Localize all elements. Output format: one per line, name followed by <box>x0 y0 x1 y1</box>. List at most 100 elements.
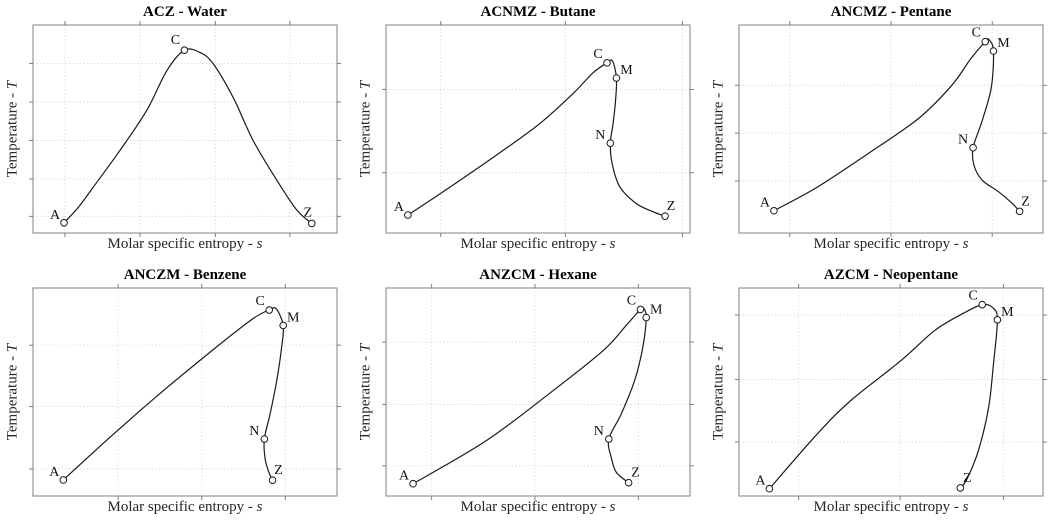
point-label-C: C <box>171 33 180 48</box>
saturation-curve <box>768 303 999 490</box>
point-label-A: A <box>760 196 771 211</box>
point-label-Z: Z <box>963 471 972 486</box>
y-axis-label: Temperature - T <box>5 81 22 177</box>
point-label-M: M <box>650 303 663 318</box>
y-axis-label-text: Temperature - <box>710 89 727 178</box>
y-axis-label-text: Temperature - <box>357 352 374 441</box>
point-marker-A <box>770 206 778 215</box>
y-axis-variable: T <box>4 343 21 353</box>
point-label-C: C <box>972 26 981 41</box>
plot-area-butane: A C M N Z <box>382 21 694 237</box>
x-axis-label: Molar specific entropy - s <box>33 499 337 516</box>
point-marker-M <box>612 74 621 82</box>
point-marker-M <box>993 316 1002 324</box>
y-axis-label-text: Temperature - <box>710 352 727 441</box>
point-label-C: C <box>256 294 265 309</box>
point-label-N: N <box>594 424 604 439</box>
axis-box <box>738 287 1044 497</box>
y-axis-label-text: Temperature - <box>357 89 374 178</box>
point-label-A: A <box>50 208 61 223</box>
point-label-C: C <box>627 293 636 308</box>
point-label-M: M <box>1001 305 1014 320</box>
axis-box <box>32 24 338 234</box>
point-marker-N <box>605 435 613 443</box>
y-axis-label: Temperature - T <box>358 344 375 440</box>
subplot-title: ACNMZ - Butane <box>480 4 596 20</box>
subplot-water: A C Z ACZ - Water Molar specific entropy -… <box>0 0 353 260</box>
x-axis-variable: s <box>962 236 969 252</box>
subplot-butane: A C M N Z ACNMZ - Butane Molar specific entr… <box>353 0 706 260</box>
point-label-N: N <box>958 133 968 148</box>
subplot-title: ANZCM - Hexane <box>479 267 597 283</box>
point-marker-C <box>265 306 274 314</box>
point-label-N: N <box>249 424 259 439</box>
point-marker-M <box>989 47 998 55</box>
point-marker-Z <box>956 484 965 492</box>
x-axis-label: Molar specific entropy - s <box>739 499 1043 516</box>
point-marker-N <box>606 139 615 147</box>
point-marker-A <box>60 219 68 227</box>
point-marker-C <box>603 59 611 67</box>
point-marker-C <box>978 300 987 309</box>
subplot-title: AZCM - Neopentane <box>823 267 959 283</box>
x-axis-label: Molar specific entropy - s <box>386 499 690 516</box>
subplot-pentane: A C M N Z ANCMZ - Pentane Molar specific ent… <box>706 0 1059 260</box>
saturation-curve <box>773 38 1021 212</box>
x-axis-label-text: Molar specific entropy - <box>460 499 610 515</box>
point-label-A: A <box>394 200 405 215</box>
point-marker-N <box>969 143 977 152</box>
axis-box <box>385 287 691 497</box>
y-axis-label: Temperature - T <box>358 81 375 177</box>
point-marker-M <box>642 313 651 322</box>
plot-area-pentane: A C M N Z <box>735 21 1047 237</box>
x-axis-label-text: Molar specific entropy - <box>813 499 963 515</box>
point-marker-N <box>260 435 269 443</box>
point-label-Z: Z <box>667 199 676 214</box>
point-label-A: A <box>755 474 766 489</box>
subplot-title: ANCZM - Benzene <box>123 267 247 283</box>
y-axis-label: Temperature - T <box>711 344 728 440</box>
x-axis-label-text: Molar specific entropy - <box>813 236 963 252</box>
y-axis-label: Temperature - T <box>5 344 22 440</box>
plot-area-hexane: A CM N Z <box>382 284 694 500</box>
saturation-curve <box>63 48 313 225</box>
x-axis-variable: s <box>962 499 969 515</box>
axis-box <box>738 24 1044 234</box>
axis-box <box>32 287 338 497</box>
point-marker-C <box>636 305 645 314</box>
saturation-curve <box>407 59 666 217</box>
point-marker-C <box>981 37 990 46</box>
plot-area-benzene: A C M N Z <box>29 284 341 500</box>
x-axis-label-text: Molar specific entropy - <box>107 236 257 252</box>
x-axis-variable: s <box>256 499 263 515</box>
point-label-Z: Z <box>631 466 640 481</box>
point-label-Z: Z <box>274 463 283 478</box>
point-marker-Z <box>661 212 669 220</box>
point-marker-Z <box>268 476 277 484</box>
point-label-M: M <box>287 310 300 325</box>
y-axis-variable: T <box>357 343 374 353</box>
x-axis-label-text: Molar specific entropy - <box>107 499 257 515</box>
point-label-Z: Z <box>303 205 312 220</box>
y-axis-variable: T <box>710 80 727 90</box>
x-axis-label-text: Molar specific entropy - <box>460 236 610 252</box>
axis-box <box>385 24 691 234</box>
point-label-A: A <box>399 469 410 484</box>
x-axis-label: Molar specific entropy - s <box>386 236 690 253</box>
point-marker-C <box>180 46 189 54</box>
x-axis-variable: s <box>609 499 616 515</box>
point-marker-A <box>404 211 412 219</box>
y-axis-label: Temperature - T <box>711 81 728 177</box>
point-marker-A <box>765 484 774 493</box>
point-label-M: M <box>997 36 1010 51</box>
point-marker-Z <box>1015 207 1024 216</box>
subplot-benzene: A C M N Z ANCZM - Benzene Molar specific ent… <box>0 263 353 523</box>
y-axis-variable: T <box>710 343 727 353</box>
point-label-C: C <box>593 47 602 62</box>
y-axis-variable: T <box>357 80 374 90</box>
saturation-curve <box>412 306 647 485</box>
plot-area-water: A C Z <box>29 21 341 237</box>
plot-area-neopentane: A C M Z <box>735 284 1047 500</box>
